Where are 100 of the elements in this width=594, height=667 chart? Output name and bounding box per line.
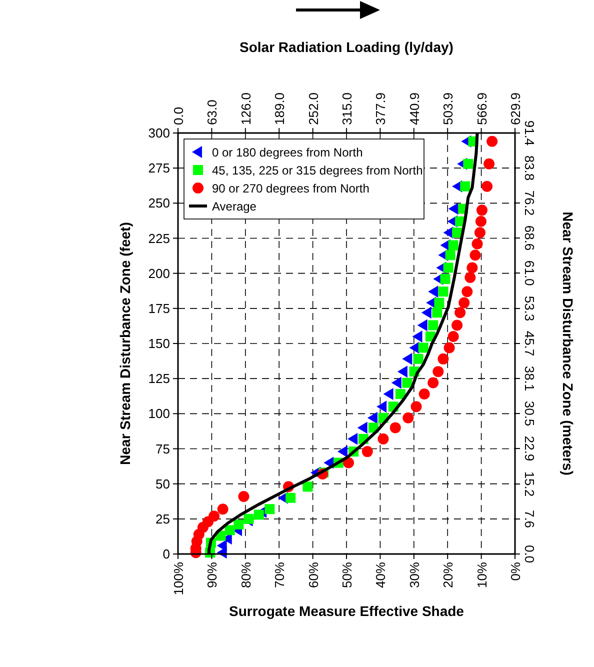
y-tick-label: 0 [162,546,170,562]
y2-tick-label: 53.3 [522,296,537,322]
x-axis-title: Surrogate Measure Effective Shade [229,603,464,619]
point [337,446,348,458]
point [428,286,438,298]
y2-tick-label: 22.9 [522,436,537,462]
point [378,433,389,444]
point [448,202,458,215]
point [448,330,459,342]
y2-tick-label: 83.8 [522,155,537,181]
y-tick-label: 225 [148,230,170,246]
point [443,262,454,273]
point [476,204,488,216]
point [440,274,450,284]
point [462,286,473,298]
x2-tick-label: 252.0 [306,92,321,125]
y-tick-label: 100 [148,406,170,422]
point [397,366,408,378]
point [402,378,412,388]
y-tick-label: 25 [156,511,170,526]
point [383,388,394,400]
x-tick-label: 20% [440,562,456,588]
y-tick-label: 50 [156,476,170,492]
point [452,320,463,331]
point [412,330,422,342]
point [432,308,442,318]
point [395,389,406,400]
point [464,272,476,284]
point [445,250,456,260]
x2-tick-label: 440.9 [406,92,422,125]
x2-tick-label: 0.0 [171,106,186,125]
y-tick-label: 200 [148,266,170,281]
point [417,319,428,332]
point [410,401,422,412]
point [402,412,414,424]
y2-tick-label: 91.4 [522,120,537,146]
point [434,298,444,308]
point [470,250,481,261]
x2-axis-title: Solar Radiation Loading (ly/day) [240,39,454,55]
x2-tick-label: 189.0 [272,92,288,125]
y-axis-title: Near Stream Disturbance Zone (feet) [117,222,133,465]
y2-tick-label: 7.6 [522,510,537,528]
y-tick-label: 150 [148,336,170,351]
point [438,286,448,297]
y-tick-label: 75 [156,441,170,456]
point [484,158,495,170]
point [452,228,462,238]
y2-tick-label: 38.1 [522,366,537,392]
y2-tick-label: 61.0 [522,260,537,286]
x-tick-label: 0% [508,562,523,581]
point [390,422,401,434]
x2-tick-label: 629.9 [508,92,523,125]
x2-tick-label: 377.9 [373,92,388,125]
point [448,240,458,250]
y2-tick-label: 76.2 [522,190,537,216]
x2-tick-label: 126.0 [238,92,254,125]
point [460,181,470,192]
point [474,227,486,238]
point [458,297,470,308]
point [402,352,412,365]
point [286,492,296,503]
point [391,376,402,389]
point [343,457,354,468]
x-tick-label: 100% [171,562,186,596]
point [444,342,455,354]
point [217,504,228,515]
point [475,216,486,227]
point [418,342,428,353]
legend-label: Average [212,200,257,214]
y-tick-label: 125 [148,371,170,386]
point [421,306,432,319]
y2-tick-label: 45.7 [522,330,537,356]
point [224,525,235,536]
x-tick-label: 80% [238,562,254,588]
point [362,446,373,458]
x2-tick-label: 566.9 [474,92,490,125]
point [454,307,466,318]
point [244,514,254,524]
y2-tick-label: 30.5 [522,400,537,426]
x-tick-label: 10% [474,562,490,588]
point [357,422,368,434]
y-tick-label: 275 [148,160,170,176]
point [238,490,250,502]
x-tick-label: 60% [306,562,321,588]
x-tick-label: 90% [204,562,220,588]
point [428,377,439,388]
point [264,504,275,514]
point [466,262,478,274]
point [472,238,483,250]
x2-tick-label: 503.9 [440,92,456,125]
point [428,320,438,330]
x2-tick-label: 63.0 [204,100,220,125]
point [254,510,264,520]
point [302,482,313,492]
point [348,432,358,445]
point [376,400,387,413]
legend-label: 90 or 270 degrees from North [212,182,370,196]
y-tick-label: 175 [148,300,170,316]
x2-tick-label: 315.0 [340,92,355,125]
point [234,520,244,530]
